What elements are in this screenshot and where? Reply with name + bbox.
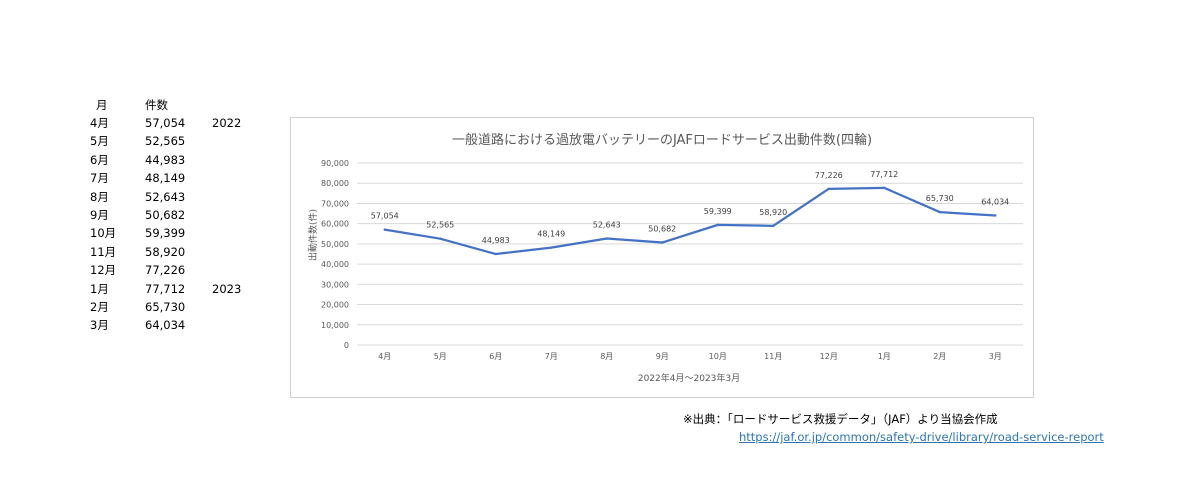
x-tick-label: 4月: [378, 352, 391, 361]
data-point: [661, 241, 664, 244]
x-axis-title: 2022年4月～2023年3月: [638, 372, 740, 384]
data-label: 64,034: [981, 198, 1009, 207]
source-link[interactable]: https://jaf.or.jp/common/safety-drive/li…: [739, 430, 1104, 444]
data-point: [994, 214, 997, 217]
count-cell: 44,983: [145, 152, 186, 167]
data-point: [494, 252, 497, 256]
month-cell: 3月: [90, 318, 109, 333]
data-point: [772, 224, 775, 228]
month-cell: 12月: [90, 263, 117, 278]
data-point: [716, 223, 719, 227]
y-tick-label: 70,000: [321, 199, 349, 208]
y-tick-label: 10,000: [321, 321, 349, 330]
y-tick-label: 60,000: [321, 220, 349, 229]
data-label: 65,730: [926, 194, 954, 203]
year-cell: 2022: [212, 116, 242, 130]
data-point: [383, 228, 386, 231]
x-axis-ticks: 4月 5月 6月 7月 8月 9月 10月 11月 12月 1月 2月 3月: [378, 352, 1002, 361]
count-cell: 64,034: [145, 318, 186, 333]
gridlines: [357, 162, 1023, 346]
data-point: [605, 237, 608, 240]
line-chart: 一般道路における過放電バッテリーのJAFロードサービス出動件数(四輪) 2022…: [290, 117, 1034, 398]
x-tick-label: 3月: [989, 352, 1002, 361]
data-point: [550, 246, 553, 249]
data-label: 77,226: [815, 171, 843, 180]
x-tick-label: 10月: [709, 352, 727, 361]
y-tick-label: 80,000: [321, 179, 349, 188]
data-label: 48,149: [537, 230, 565, 239]
data-label: 77,712: [870, 170, 898, 179]
y-tick-label: 40,000: [321, 260, 349, 269]
month-cell: 6月: [90, 152, 109, 167]
header-count: 件数: [145, 98, 168, 112]
x-tick-label: 9月: [656, 352, 669, 361]
x-tick-label: 5月: [434, 352, 447, 361]
month-cell: 7月: [90, 171, 109, 186]
count-cell: 48,149: [145, 171, 186, 186]
month-cell: 1月: [90, 281, 109, 296]
data-point: [827, 187, 830, 191]
x-tick-label: 7月: [545, 352, 558, 361]
y-axis-ticks: 0 10,000 20,000 30,000 40,000 50,000 60,000 70,…: [321, 159, 349, 350]
y-tick-label: 50,000: [321, 240, 349, 249]
data-labels: 57,054 52,565 44,983 48,149 52,643 50,682 59,3…: [371, 170, 1010, 245]
count-cell: 58,920: [145, 244, 186, 259]
data-point: [439, 237, 442, 240]
y-tick-label: 90,000: [321, 159, 349, 168]
month-cell: 8月: [90, 189, 109, 204]
count-cell: 57,054: [145, 116, 186, 130]
month-cell: 10月: [90, 226, 117, 241]
month-cell: 9月: [90, 208, 109, 222]
y-axis-title: 出動件数(件): [307, 209, 319, 261]
data-point: [938, 210, 941, 214]
x-tick-label: 8月: [600, 352, 613, 361]
y-tick-label: 0: [344, 341, 349, 350]
year-cell: 2023: [212, 281, 242, 296]
count-cell: 77,712: [145, 281, 186, 296]
month-cell: 5月: [90, 134, 109, 149]
x-tick-label: 6月: [489, 352, 502, 361]
x-tick-label: 1月: [878, 352, 891, 361]
count-cell: 59,399: [145, 226, 186, 241]
data-label: 52,565: [426, 221, 454, 230]
count-cell: 50,682: [145, 208, 186, 222]
month-cell: 2月: [90, 300, 109, 314]
month-cell: 11月: [90, 244, 117, 259]
count-cell: 52,565: [145, 134, 186, 149]
series-line-group: [383, 186, 997, 256]
count-cell: 77,226: [145, 263, 186, 278]
series-line: [384, 186, 996, 256]
y-tick-label: 30,000: [321, 280, 349, 289]
data-label: 52,643: [593, 221, 621, 230]
x-tick-label: 12月: [820, 352, 838, 361]
header-month: 月: [96, 98, 108, 112]
chart-canvas: 一般道路における過放電バッテリーのJAFロードサービス出動件数(四輪) 2022…: [307, 132, 1023, 384]
count-cell: 52,643: [145, 189, 186, 204]
source-note: ※出典：「ロードサービス救援データ」（JAF）より当協会作成: [683, 412, 998, 426]
data-label: 58,920: [759, 208, 787, 217]
x-tick-label: 11月: [764, 352, 782, 361]
chart-title: 一般道路における過放電バッテリーのJAFロードサービス出動件数(四輪): [452, 132, 872, 148]
data-label: 57,054: [371, 212, 399, 221]
count-cell: 65,730: [145, 300, 186, 314]
data-label: 59,399: [704, 207, 732, 216]
month-cell: 4月: [90, 116, 109, 130]
data-label: 44,983: [482, 236, 510, 245]
x-tick-label: 2月: [933, 352, 946, 361]
data-point: [883, 186, 886, 190]
data-label: 50,682: [648, 225, 676, 234]
y-tick-label: 20,000: [321, 301, 349, 310]
